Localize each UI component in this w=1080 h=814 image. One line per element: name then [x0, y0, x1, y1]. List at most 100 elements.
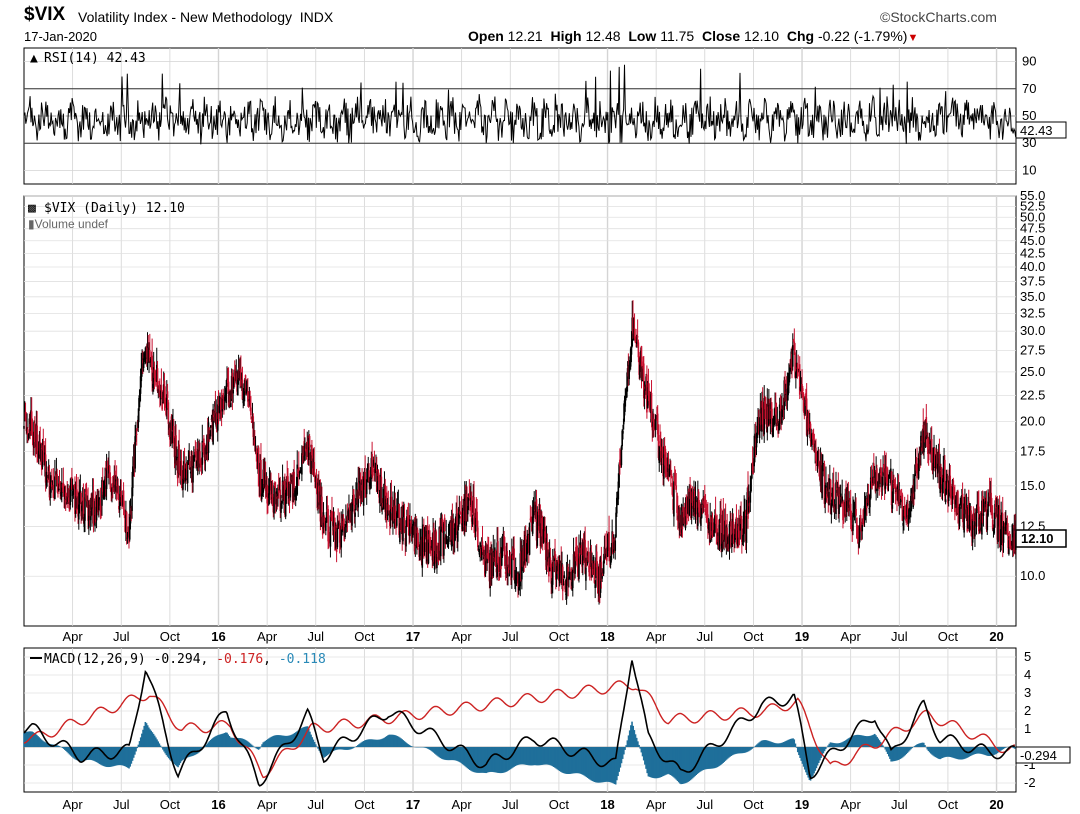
- candle-body: [617, 481, 620, 500]
- candle-body: [743, 511, 745, 534]
- candle-body: [221, 397, 224, 412]
- candle-body: [738, 533, 741, 535]
- source-watermark: ©StockCharts.com: [880, 9, 997, 25]
- candle-body: [571, 569, 574, 589]
- x-tick-label: Jul: [891, 797, 908, 812]
- candle-body: [727, 537, 729, 545]
- chg-label: Chg: [786, 28, 815, 44]
- candle-body: [369, 476, 372, 482]
- price-tick-label: 50.0: [1020, 209, 1045, 224]
- candle-body: [172, 426, 175, 444]
- candle-body: [245, 389, 248, 394]
- candle-body: [758, 424, 761, 438]
- candle-body: [630, 346, 633, 355]
- candle-body: [781, 408, 783, 424]
- candle-body: [584, 539, 586, 574]
- candle-body: [48, 470, 51, 498]
- candle-body: [624, 395, 627, 407]
- candle-body: [88, 507, 90, 528]
- x-tick-label: Apr: [841, 629, 862, 644]
- candle-body: [982, 513, 985, 516]
- candle-body: [471, 518, 474, 524]
- candle-body: [99, 499, 102, 512]
- candle-body: [250, 407, 252, 416]
- candle-body: [905, 516, 908, 523]
- candle-body: [730, 521, 732, 547]
- candle-body: [741, 519, 743, 543]
- candle-body: [639, 364, 641, 379]
- candle-body: [958, 506, 961, 527]
- candle-body: [892, 480, 894, 503]
- candle-body: [933, 448, 936, 468]
- x-tick-label: Oct: [354, 797, 375, 812]
- candle-body: [461, 523, 464, 530]
- candle-body: [368, 482, 371, 487]
- candle-body: [409, 519, 411, 537]
- candle-body: [869, 477, 872, 499]
- candle-body: [891, 504, 894, 509]
- candle-body: [347, 511, 349, 517]
- candle-body: [436, 553, 438, 569]
- x-tick-label: 16: [211, 797, 225, 812]
- candle-body: [751, 462, 754, 471]
- candle-body: [849, 501, 851, 505]
- candle-body: [946, 476, 948, 478]
- candle-body: [594, 584, 596, 588]
- candle-body: [212, 409, 214, 445]
- price-tick-label: 30.0: [1020, 323, 1045, 338]
- candle-body: [225, 385, 228, 403]
- candle-body: [440, 529, 442, 557]
- candle-body: [703, 501, 706, 504]
- candle-body: [981, 495, 984, 523]
- candle-body: [296, 464, 299, 495]
- candle-body: [963, 503, 965, 533]
- candle-body: [265, 480, 268, 487]
- signal-value: -0.176: [216, 652, 263, 667]
- candle-body: [690, 489, 693, 518]
- candle-body: [476, 511, 478, 527]
- candle-body: [149, 349, 151, 361]
- candle-body: [45, 471, 48, 486]
- candle-body: [609, 556, 612, 565]
- candle-body: [230, 403, 232, 408]
- candle-body: [433, 527, 435, 563]
- candle-body: [331, 513, 334, 526]
- candle-body: [913, 474, 916, 492]
- candle-body: [881, 476, 884, 487]
- candle-body: [986, 513, 989, 531]
- candle-body: [443, 517, 446, 531]
- candle-body: [55, 471, 58, 476]
- candle-body: [182, 478, 184, 490]
- candle-body: [920, 435, 922, 456]
- candle-body: [567, 566, 569, 586]
- candle-body: [832, 483, 835, 508]
- candle-body: [285, 479, 288, 497]
- candle-body: [839, 493, 842, 507]
- price-tick-label: 52.5: [1020, 198, 1045, 213]
- candle-body: [103, 489, 106, 498]
- candle-body: [688, 491, 691, 516]
- candle-body: [253, 438, 256, 446]
- candle-body: [942, 468, 945, 483]
- candle-body: [858, 542, 860, 548]
- candle-body: [501, 549, 504, 552]
- candle-body: [132, 466, 134, 488]
- candle-body: [718, 524, 721, 550]
- candle-body: [684, 507, 687, 529]
- candle-body: [531, 516, 534, 534]
- candle-body: [856, 517, 858, 539]
- candle-body: [474, 512, 477, 532]
- candle-body: [664, 448, 667, 474]
- candle-body: [79, 490, 82, 494]
- candle-body: [125, 512, 128, 534]
- candle-body: [1008, 538, 1011, 547]
- candle-body: [71, 477, 73, 490]
- candle-body: [795, 372, 797, 379]
- candle-body: [428, 534, 431, 540]
- candle-body: [682, 512, 684, 526]
- candle-body: [910, 495, 912, 510]
- x-tick-label: Oct: [743, 629, 764, 644]
- candle-body: [749, 491, 752, 503]
- candle-body: [51, 480, 54, 483]
- candle-body: [304, 448, 307, 451]
